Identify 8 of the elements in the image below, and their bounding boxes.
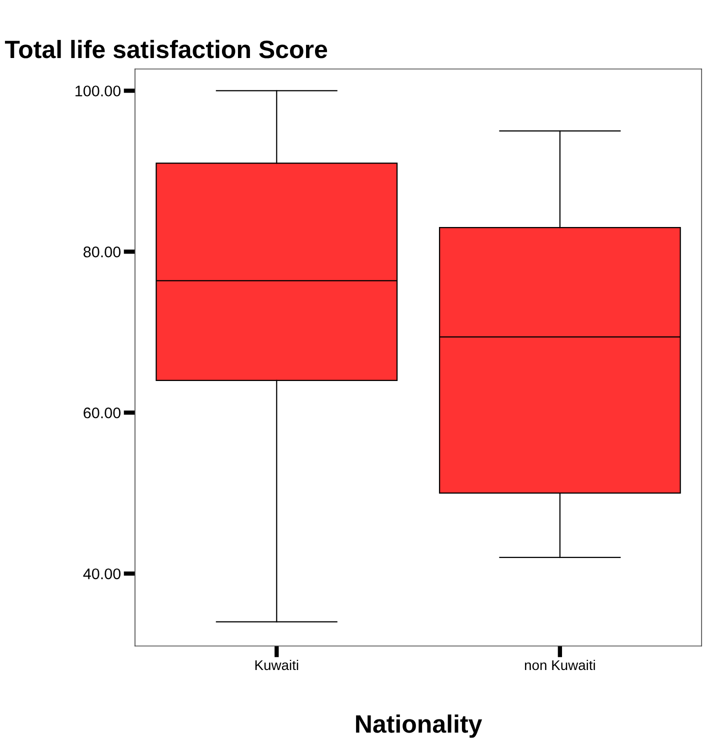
- x-tick-label: Kuwaiti: [255, 660, 298, 670]
- y-tick-label: 40.00: [83, 568, 121, 580]
- x-tick-label: non Kuwaiti: [524, 660, 595, 670]
- x-axis-title: Nationality: [356, 714, 482, 738]
- y-tick-label: 80.00: [84, 246, 121, 258]
- y-tick-label: 100.00: [76, 86, 121, 96]
- y-tick-label: 60.00: [84, 407, 121, 418]
- y-axis-title: Total life satisfaction Score: [4, 40, 328, 58]
